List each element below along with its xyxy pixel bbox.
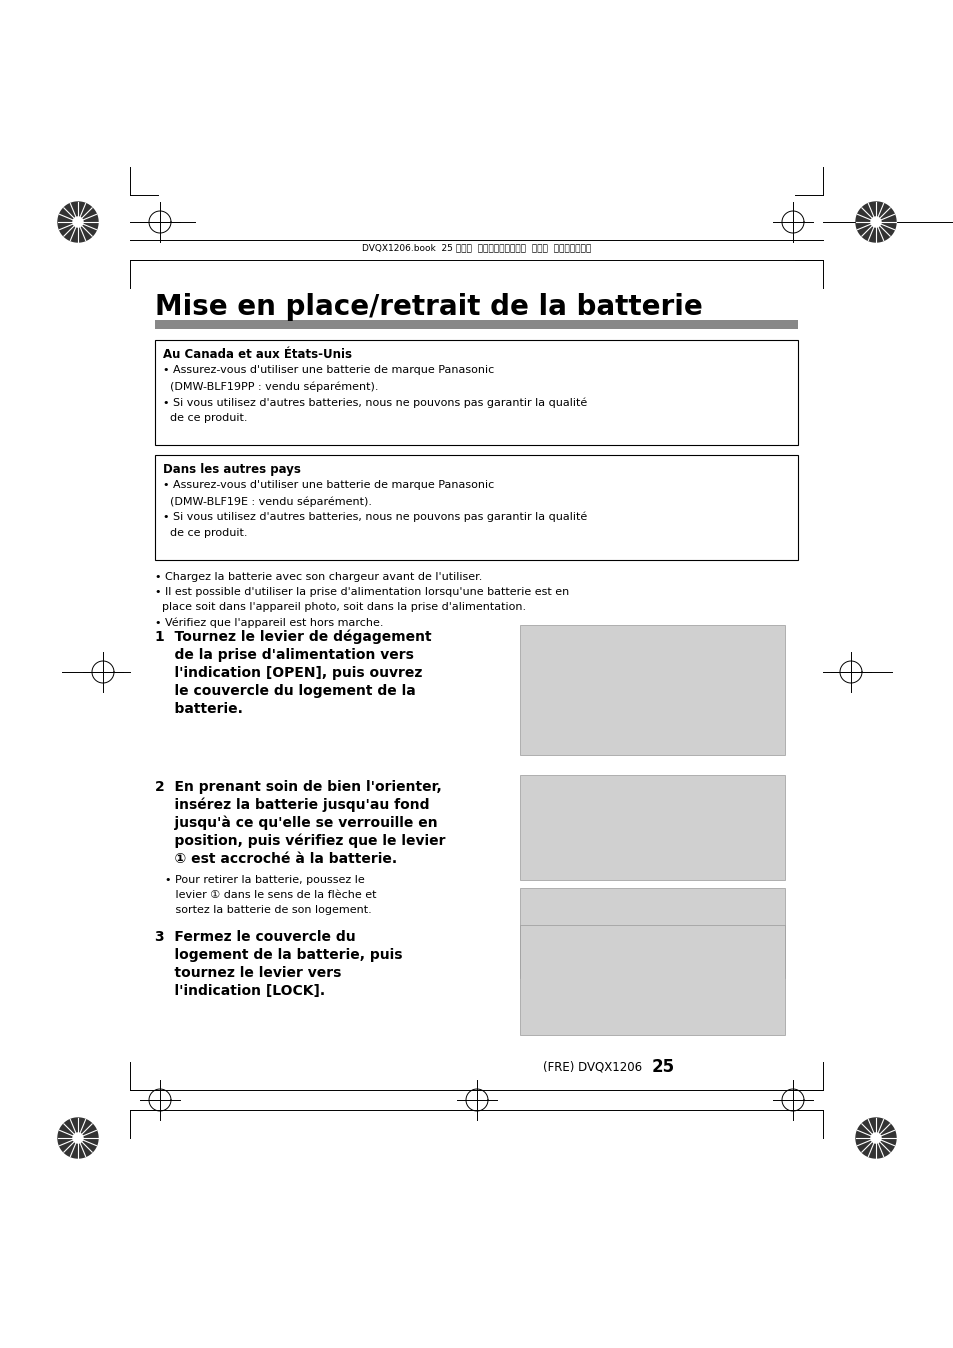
Text: (DMW-BLF19PP : vendu séparément).: (DMW-BLF19PP : vendu séparément). <box>163 381 378 391</box>
Text: l'indication [LOCK].: l'indication [LOCK]. <box>154 984 325 998</box>
Text: batterie.: batterie. <box>154 702 243 716</box>
Bar <box>154 456 797 559</box>
Text: • Si vous utilisez d'autres batteries, nous ne pouvons pas garantir la qualité: • Si vous utilisez d'autres batteries, n… <box>163 398 587 407</box>
Text: levier ① dans le sens de la flèche et: levier ① dans le sens de la flèche et <box>165 890 376 900</box>
Polygon shape <box>58 1117 98 1158</box>
Text: 1  Tournez le levier de dégagement: 1 Tournez le levier de dégagement <box>154 630 431 644</box>
Text: position, puis vérifiez que le levier: position, puis vérifiez que le levier <box>154 834 445 848</box>
Text: de la prise d'alimentation vers: de la prise d'alimentation vers <box>154 648 414 662</box>
Polygon shape <box>855 1117 895 1158</box>
Polygon shape <box>73 1134 83 1143</box>
Text: • Assurez-vous d'utiliser une batterie de marque Panasonic: • Assurez-vous d'utiliser une batterie d… <box>163 480 494 491</box>
Text: de ce produit.: de ce produit. <box>163 412 247 423</box>
Polygon shape <box>870 217 880 226</box>
Text: (FRE) DVQX1206: (FRE) DVQX1206 <box>543 1060 649 1073</box>
Text: place soit dans l'appareil photo, soit dans la prise d'alimentation.: place soit dans l'appareil photo, soit d… <box>154 603 525 612</box>
Polygon shape <box>73 217 83 226</box>
Text: DVQX1206.book  25 ページ  ２０１７年２月６日  月曜日  午後５時２９分: DVQX1206.book 25 ページ ２０１７年２月６日 月曜日 午後５時２… <box>362 244 591 252</box>
Text: 25: 25 <box>651 1058 675 1076</box>
Text: (DMW-BLF19E : vendu séparément).: (DMW-BLF19E : vendu séparément). <box>163 496 372 507</box>
Text: 2  En prenant soin de bien l'orienter,: 2 En prenant soin de bien l'orienter, <box>154 780 441 794</box>
Text: le couvercle du logement de la: le couvercle du logement de la <box>154 683 416 698</box>
Bar <box>519 775 784 880</box>
Text: de ce produit.: de ce produit. <box>163 528 247 538</box>
Text: • Pour retirer la batterie, poussez le: • Pour retirer la batterie, poussez le <box>165 875 364 886</box>
Bar <box>519 925 784 1035</box>
Text: Au Canada et aux États-Unis: Au Canada et aux États-Unis <box>163 348 352 361</box>
Bar <box>519 888 784 979</box>
Text: 3  Fermez le couvercle du: 3 Fermez le couvercle du <box>154 930 355 944</box>
Text: • Il est possible d'utiliser la prise d'alimentation lorsqu'une batterie est en: • Il est possible d'utiliser la prise d'… <box>154 586 569 597</box>
Text: ① est accroché à la batterie.: ① est accroché à la batterie. <box>154 852 396 865</box>
Text: • Assurez-vous d'utiliser une batterie de marque Panasonic: • Assurez-vous d'utiliser une batterie d… <box>163 365 494 375</box>
Text: sortez la batterie de son logement.: sortez la batterie de son logement. <box>165 905 372 915</box>
Text: • Vérifiez que l'appareil est hors marche.: • Vérifiez que l'appareil est hors march… <box>154 617 383 628</box>
Polygon shape <box>855 202 895 243</box>
Bar <box>154 319 797 329</box>
Polygon shape <box>58 202 98 243</box>
Text: logement de la batterie, puis: logement de la batterie, puis <box>154 948 402 962</box>
Text: jusqu'à ce qu'elle se verrouille en: jusqu'à ce qu'elle se verrouille en <box>154 816 437 830</box>
Polygon shape <box>870 1134 880 1143</box>
Text: • Si vous utilisez d'autres batteries, nous ne pouvons pas garantir la qualité: • Si vous utilisez d'autres batteries, n… <box>163 512 587 523</box>
Bar <box>519 625 784 755</box>
Bar <box>154 340 797 445</box>
Text: tournez le levier vers: tournez le levier vers <box>154 967 341 980</box>
Text: l'indication [OPEN], puis ouvrez: l'indication [OPEN], puis ouvrez <box>154 666 422 679</box>
Text: Dans les autres pays: Dans les autres pays <box>163 462 300 476</box>
Text: Mise en place/retrait de la batterie: Mise en place/retrait de la batterie <box>154 293 702 321</box>
Text: • Chargez la batterie avec son chargeur avant de l'utiliser.: • Chargez la batterie avec son chargeur … <box>154 572 482 582</box>
Text: insérez la batterie jusqu'au fond: insérez la batterie jusqu'au fond <box>154 798 429 813</box>
